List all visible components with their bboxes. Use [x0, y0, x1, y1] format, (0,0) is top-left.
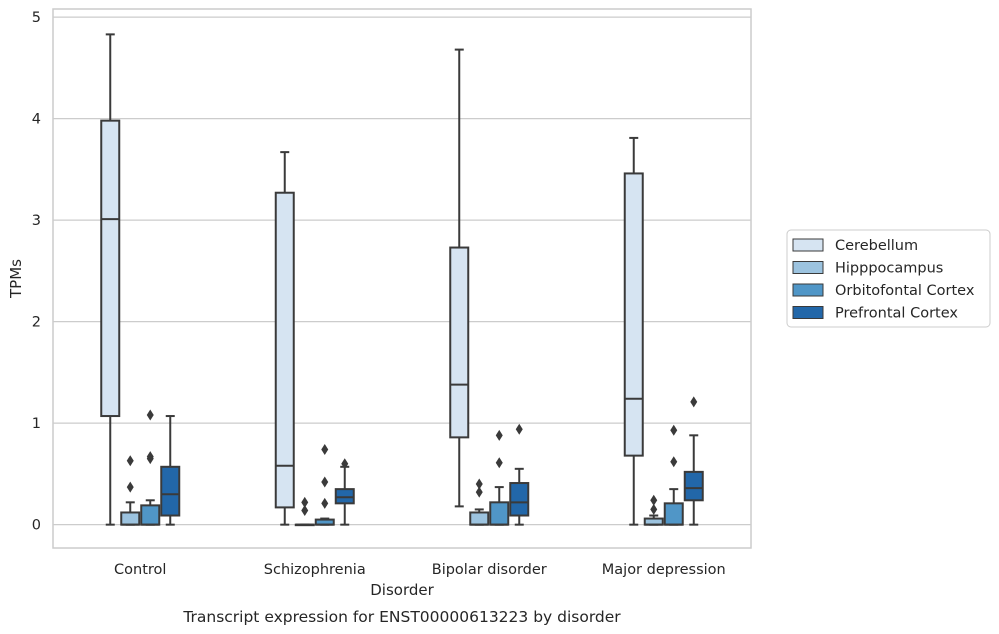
legend-swatch	[792, 261, 824, 274]
legend-item: Hipppocampus	[792, 261, 943, 277]
outlier-point	[321, 497, 329, 509]
box-prefrontal-cortex	[509, 423, 530, 526]
outlier-point	[670, 424, 678, 436]
outlier-point	[515, 423, 523, 435]
box-prefrontal-cortex	[160, 415, 181, 526]
outlier-point	[341, 458, 349, 470]
outlier-point	[670, 456, 678, 468]
boxes	[100, 33, 704, 527]
box-cerebellum	[274, 151, 295, 526]
outlier-point	[475, 478, 483, 490]
legend-swatch	[792, 238, 824, 252]
x-tick-label: Schizophrenia	[264, 562, 366, 578]
box-prefrontal-cortex	[334, 458, 355, 526]
chart-caption: Transcript expression for ENST0000061322…	[182, 608, 621, 626]
outlier-point	[495, 457, 503, 469]
box-iqr	[449, 246, 470, 439]
outlier-point	[650, 494, 658, 506]
plot-area	[52, 8, 752, 549]
box-cerebellum	[623, 136, 644, 526]
box-iqr	[140, 504, 161, 526]
outlier-point	[495, 429, 503, 441]
outlier-point	[146, 409, 154, 421]
box-orbitofontal-cortex	[663, 424, 684, 526]
box-orbitofontal-cortex	[489, 429, 510, 526]
outlier-point	[690, 396, 698, 408]
legend-label: Cerebellum	[835, 238, 918, 254]
legend-label: Orbitofontal Cortex	[835, 283, 975, 299]
x-tick-label: Control	[114, 562, 166, 578]
box-cerebellum	[449, 48, 470, 508]
outlier-point	[475, 486, 483, 498]
box-iqr	[489, 501, 510, 526]
legend-item: Prefrontal Cortex	[792, 306, 958, 322]
outlier-point	[126, 455, 134, 467]
legend-label: Prefrontal Cortex	[835, 306, 958, 322]
legend-item: Orbitofontal Cortex	[792, 283, 975, 299]
box-hipppocampus	[120, 455, 141, 526]
box-iqr	[160, 465, 181, 517]
x-tick-label: Major depression	[602, 562, 726, 578]
box-hipppocampus	[643, 494, 664, 526]
box-iqr	[683, 470, 704, 502]
y-tick-label: 1	[32, 416, 41, 432]
box-cerebellum	[100, 33, 121, 526]
outlier-point	[146, 451, 154, 463]
box-hipppocampus	[294, 496, 315, 527]
x-tick-label: Bipolar disorder	[432, 562, 547, 578]
legend-label: Hipppocampus	[835, 261, 943, 277]
y-tick-label: 0	[32, 518, 41, 534]
box-orbitofontal-cortex	[140, 409, 161, 526]
x-tick-labels: Control Schizophrenia Bipolar disorder Majo…	[114, 562, 726, 578]
box-iqr	[623, 172, 644, 457]
y-tick-label: 2	[32, 315, 41, 331]
y-tick-label: 5	[32, 10, 41, 26]
box-iqr	[509, 482, 530, 517]
legend-frame	[786, 229, 991, 328]
outlier-point	[321, 476, 329, 488]
y-tick-label: 4	[32, 112, 41, 128]
legend-swatch	[792, 283, 824, 297]
legend-swatch	[792, 306, 824, 319]
box-orbitofontal-cortex	[314, 444, 335, 526]
outlier-point	[301, 496, 309, 508]
y-axis-label: TPMs	[7, 259, 25, 299]
box-iqr	[100, 119, 121, 418]
box-iqr	[469, 511, 490, 526]
box-iqr	[334, 488, 355, 505]
legend-item: Cerebellum	[792, 238, 918, 254]
outlier-point	[321, 444, 329, 456]
box-iqr	[274, 191, 295, 509]
outlier-point	[650, 503, 658, 515]
outlier-point	[301, 504, 309, 516]
box-hipppocampus	[469, 478, 490, 526]
x-axis-label: Disorder	[370, 581, 434, 599]
y-tick-labels: 0 1 2 3 4 5	[32, 10, 41, 534]
box-iqr	[663, 502, 684, 526]
y-tick-label: 3	[32, 213, 41, 229]
box-prefrontal-cortex	[683, 396, 704, 526]
box-iqr	[120, 511, 141, 526]
legend: Cerebellum Hipppocampus Orbitofontal Corte…	[786, 229, 991, 328]
outlier-point	[126, 481, 134, 493]
